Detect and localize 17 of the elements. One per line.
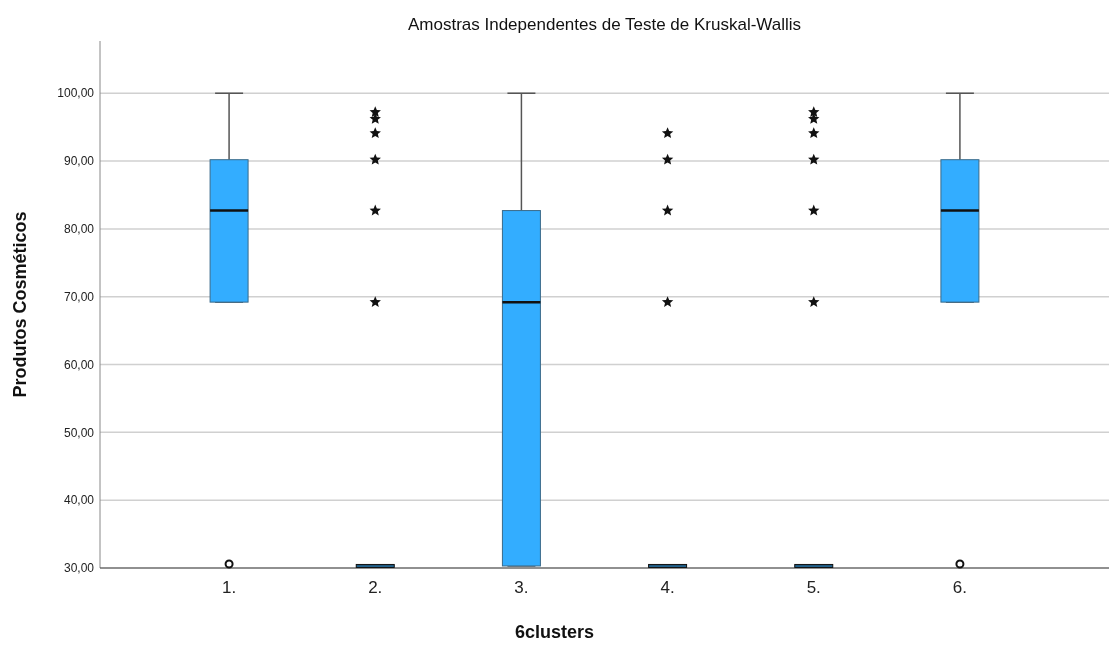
- x-tick-label: 6.: [952, 578, 968, 597]
- y-tick-label: 100,00: [57, 86, 95, 101]
- y-tick-label: 80,00: [63, 222, 95, 237]
- chart-title: Amostras Independentes de Teste de Kruskal-Wallis: [407, 15, 802, 34]
- x-tick-label: 1.: [221, 578, 237, 597]
- x-tick-label: 5.: [806, 578, 821, 597]
- y-tick-label: 60,00: [63, 357, 95, 372]
- y-tick-label: 50,00: [63, 425, 95, 440]
- x-tick-label: 3.: [514, 578, 529, 597]
- y-tick-label: 90,00: [63, 154, 95, 169]
- y-tick-label: 70,00: [63, 289, 95, 304]
- x-axis-title: 6clusters: [514, 622, 595, 642]
- x-tick-label: 2.: [368, 578, 383, 597]
- y-tick-label: 30,00: [63, 561, 95, 576]
- x-tick-label: 4.: [660, 578, 675, 597]
- y-axis-title: Produtos Cosméticos: [10, 211, 30, 398]
- y-tick-label: 40,00: [63, 493, 95, 508]
